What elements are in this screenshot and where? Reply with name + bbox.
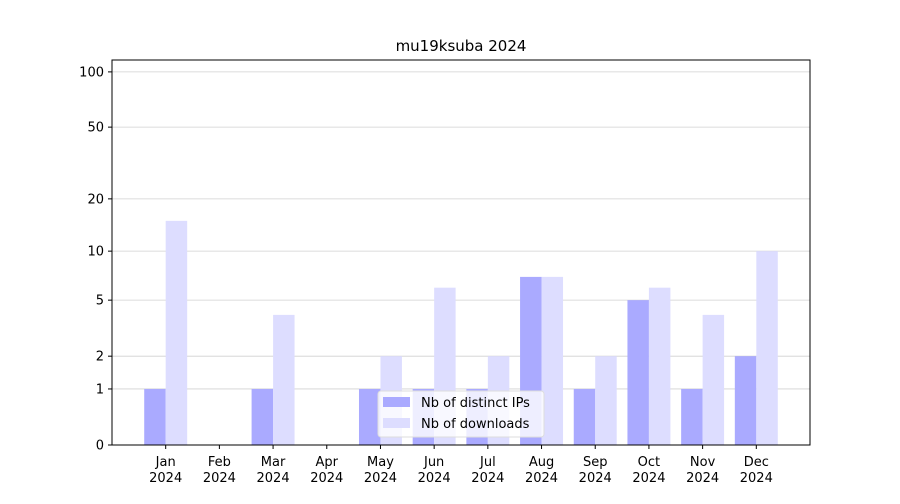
bar <box>144 388 166 445</box>
y-tick-label: 5 <box>96 294 104 309</box>
y-tick-label: 100 <box>79 65 104 80</box>
x-tick-label: Jul 2024 <box>471 455 504 486</box>
bar <box>541 276 564 445</box>
x-tick-label: Jun 2024 <box>418 455 451 486</box>
bar <box>273 314 295 445</box>
y-tick-label: 20 <box>87 192 104 207</box>
bar <box>702 314 725 445</box>
bar <box>165 220 188 445</box>
plot-frame <box>111 59 811 446</box>
x-tick-label: Oct 2024 <box>632 455 665 486</box>
bar <box>681 388 703 445</box>
x-tick-label: Apr 2024 <box>310 455 343 486</box>
y-tick-label: 0 <box>96 439 104 454</box>
legend-swatch <box>383 397 410 407</box>
legend-label: Nb of downloads <box>421 417 530 432</box>
chart-title: mu19ksuba 2024 <box>396 37 527 55</box>
y-tick-label: 50 <box>87 121 104 136</box>
x-tick-label: Feb 2024 <box>203 455 236 486</box>
x-tick-label: Nov 2024 <box>686 455 719 486</box>
y-tick-label: 2 <box>96 350 104 365</box>
bar <box>627 300 649 445</box>
x-tick-label: Dec 2024 <box>740 455 773 486</box>
legend-swatch <box>383 418 410 428</box>
legend: Nb of distinct IPs Nb of downloads <box>377 390 545 438</box>
legend-label: Nb of distinct IPs <box>421 396 530 411</box>
x-tick-label: Mar 2024 <box>257 455 290 486</box>
bar <box>573 388 596 445</box>
y-tick-label: 10 <box>87 245 104 260</box>
bar <box>358 388 381 445</box>
bar <box>251 388 274 445</box>
x-tick-label: Sep 2024 <box>579 455 612 486</box>
x-tick-label: May 2024 <box>364 455 397 486</box>
bar <box>734 356 757 445</box>
x-tick-label: Jan 2024 <box>149 455 182 486</box>
legend-box <box>377 390 545 438</box>
bar <box>595 356 617 445</box>
bar <box>756 251 778 445</box>
x-tick-label: Aug 2024 <box>525 455 558 486</box>
bar <box>648 287 671 445</box>
y-tick-label: 1 <box>96 382 104 397</box>
